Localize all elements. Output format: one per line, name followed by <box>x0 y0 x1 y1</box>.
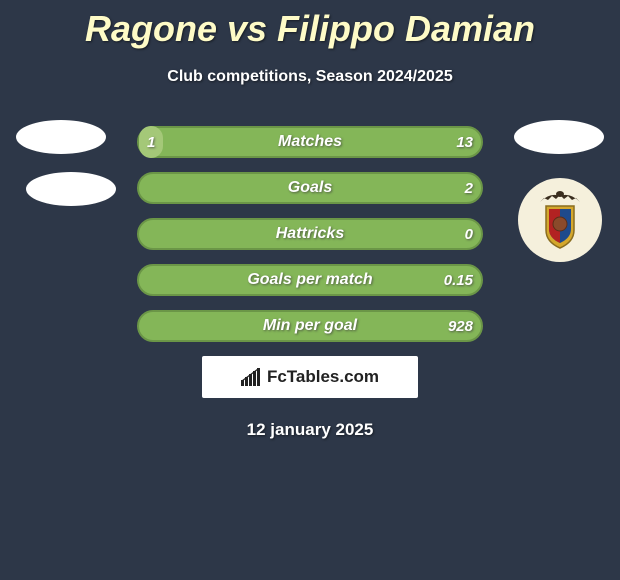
stat-label: Goals <box>137 172 483 204</box>
fctables-logo-icon <box>241 368 263 386</box>
stat-label: Goals per match <box>137 264 483 296</box>
stat-row: Goals per match 0.15 <box>137 264 483 296</box>
stat-row: Goals 2 <box>137 172 483 204</box>
stat-row: 1 Matches 13 <box>137 126 483 158</box>
stats-list: 1 Matches 13 Goals 2 Hattricks 0 Goals p… <box>0 126 620 342</box>
branding-text: FcTables.com <box>267 367 379 387</box>
page-title: Ragone vs Filippo Damian <box>0 0 620 50</box>
stat-label: Matches <box>137 126 483 158</box>
stat-right-value: 13 <box>456 126 473 158</box>
branding-link[interactable]: FcTables.com <box>202 356 418 398</box>
snapshot-date: 12 january 2025 <box>0 420 620 440</box>
stat-row: Hattricks 0 <box>137 218 483 250</box>
stat-label: Min per goal <box>137 310 483 342</box>
stat-right-value: 2 <box>465 172 473 204</box>
subtitle: Club competitions, Season 2024/2025 <box>0 68 620 86</box>
stat-row: Min per goal 928 <box>137 310 483 342</box>
stat-right-value: 0.15 <box>444 264 473 296</box>
stat-right-value: 0 <box>465 218 473 250</box>
stat-right-value: 928 <box>448 310 473 342</box>
stat-label: Hattricks <box>137 218 483 250</box>
